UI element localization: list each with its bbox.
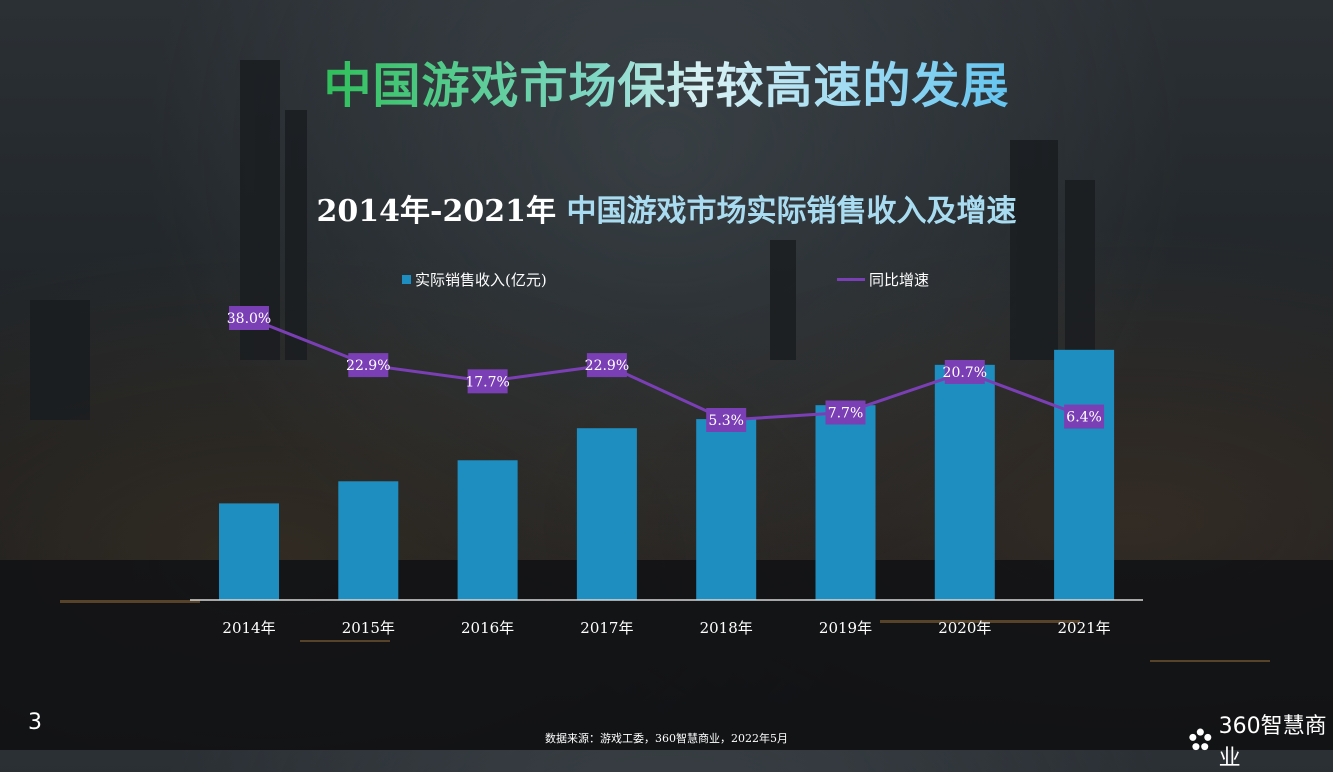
growth-data-label: 22.9% xyxy=(346,358,390,374)
growth-point-2014年 xyxy=(229,306,269,330)
chart-title-years: 2014年-2021年 xyxy=(316,194,556,229)
growth-data-label: 5.3% xyxy=(708,413,744,429)
legend-revenue: 实际销售收入(亿元) xyxy=(402,269,547,290)
page-number: 3 xyxy=(28,710,42,735)
x-tick-label: 2015年 xyxy=(342,619,395,637)
bar-2021年 xyxy=(1054,349,1115,600)
growth-point-2017年 xyxy=(586,353,627,378)
x-tick-label: 2017年 xyxy=(580,619,633,637)
growth-point-2021年 xyxy=(1064,404,1105,429)
growth-point-2019年 xyxy=(825,400,866,425)
bar-2015年 xyxy=(338,481,399,600)
bar-2018年 xyxy=(696,419,757,600)
revenue-growth-chart: 2014年 2015年 2016年 2017年 2018年 2019年 2020年 2021年… xyxy=(190,306,1143,637)
page-title: 中国游戏市场保持较高速的发展 xyxy=(323,58,1010,114)
growth-point-2015年 xyxy=(348,353,389,378)
bar-2020年 xyxy=(934,364,995,600)
bar-2014年 xyxy=(219,503,279,600)
growth-point-2016年 xyxy=(467,369,508,394)
bar-2019年 xyxy=(815,405,876,600)
legend-bar-swatch xyxy=(402,275,411,284)
growth-data-label: 20.7% xyxy=(943,365,987,381)
legend-line-swatch xyxy=(837,278,865,281)
bar-2017年 xyxy=(576,428,637,600)
brand-logo: 360智慧商业 xyxy=(1188,708,1333,772)
legend-revenue-label: 实际销售收入(亿元) xyxy=(415,271,547,289)
data-source: 数据来源：游戏工委，360智慧商业，2022年5月 xyxy=(545,732,788,745)
x-tick-label: 2018年 xyxy=(700,619,753,637)
x-tick-label: 2014年 xyxy=(222,619,275,637)
chart-title: 2014年-2021年 中国游戏市场实际销售收入及增速 xyxy=(0,186,1333,230)
x-tick-label: 2019年 xyxy=(819,619,872,637)
growth-point-2018年 xyxy=(706,408,747,432)
growth-data-label: 17.7% xyxy=(465,374,509,390)
growth-data-label: 22.9% xyxy=(585,358,629,374)
legend-growth: 同比增速 xyxy=(837,269,929,290)
chart-title-main: 中国游戏市场实际销售收入及增速 xyxy=(566,194,1017,229)
growth-data-label: 7.7% xyxy=(828,406,864,422)
growth-data-label: 38.0% xyxy=(227,311,271,327)
brand-flower-icon xyxy=(1189,728,1212,751)
growth-point-2020年 xyxy=(944,359,985,384)
x-tick-label: 2020年 xyxy=(938,619,991,637)
legend-growth-label: 同比增速 xyxy=(869,271,930,289)
growth-data-label: 6.4% xyxy=(1066,410,1102,426)
bar-2016年 xyxy=(457,460,518,600)
x-tick-label: 2016年 xyxy=(461,619,514,637)
brand-name: 360智慧商业 xyxy=(1218,714,1327,771)
x-tick-label: 2021年 xyxy=(1058,619,1111,637)
